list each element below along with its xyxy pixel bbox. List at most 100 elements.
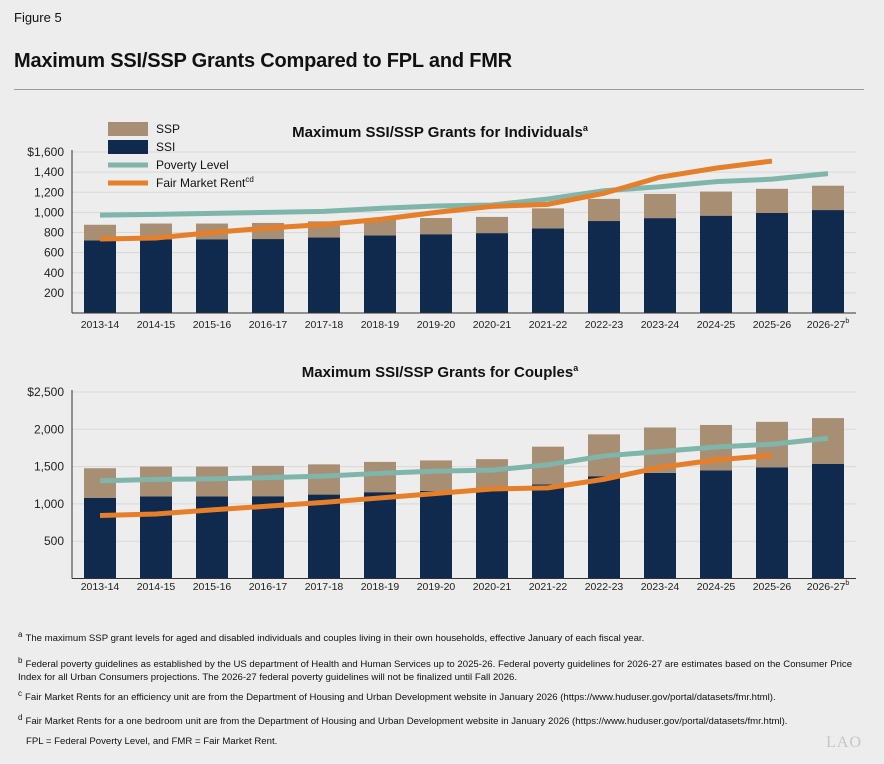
bar-ssp	[700, 191, 732, 216]
footnote-b: b Federal poverty guidelines as establish…	[18, 656, 853, 683]
y-tick-label: 200	[44, 286, 64, 300]
x-tick-label: 2023-24	[641, 581, 680, 593]
y-tick-label: $2,500	[27, 385, 64, 399]
y-tick-label: 2,000	[34, 422, 64, 436]
bar-ssi	[84, 497, 116, 579]
x-tick-label: 2019-20	[417, 581, 456, 593]
x-tick-label: 2017-18	[305, 319, 344, 331]
lao-logo: LAO	[826, 734, 862, 751]
bar-ssi	[700, 215, 732, 313]
x-tick-label: 2020-21	[473, 319, 512, 331]
x-tick-label: 2019-20	[417, 319, 456, 331]
y-tick-label: 600	[44, 246, 64, 260]
bar-ssi	[532, 484, 564, 579]
bar-ssi	[252, 496, 284, 579]
y-tick-label: 1,500	[34, 460, 64, 474]
bar-ssp	[476, 216, 508, 234]
bar-ssi	[140, 496, 172, 579]
x-tick-label: 2017-18	[305, 581, 344, 593]
footnote-a: a The maximum SSP grant levels for aged a…	[18, 630, 645, 644]
bar-ssi	[196, 239, 228, 313]
y-tick-label: $1,600	[27, 145, 64, 159]
x-tick-label: 2026-27b	[807, 318, 850, 331]
bar-ssp	[756, 188, 788, 213]
bar-ssi	[756, 467, 788, 579]
x-tick-label: 2013-14	[81, 581, 120, 593]
legend-label: Poverty Level	[156, 158, 229, 172]
x-tick-label: 2018-19	[361, 319, 400, 331]
x-tick-label: 2025-26	[753, 581, 792, 593]
y-tick-label: 1,400	[34, 165, 64, 179]
bar-ssi	[588, 221, 620, 313]
x-tick-label: 2013-14	[81, 319, 120, 331]
couples-chart: 500 1,000 1,500 2,000 $2,500 Maximum SSI/SSP …	[27, 363, 856, 593]
bar-ssi	[644, 472, 676, 579]
bar-ssp	[364, 461, 396, 493]
y-tick-label: 1,200	[34, 185, 64, 199]
x-tick-label: 2024-25	[697, 319, 736, 331]
footnote-c: c Fair Market Rents for an efficiency uni…	[18, 689, 776, 703]
figure-label: Figure 5	[14, 10, 62, 25]
x-tick-label: 2015-16	[193, 581, 232, 593]
bar-ssp	[644, 193, 676, 219]
bar-ssp	[420, 218, 452, 235]
bar-ssi	[476, 489, 508, 579]
bar-ssp	[812, 185, 844, 211]
legend-swatch-ssi	[108, 140, 148, 154]
x-tick-label: 2016-17	[249, 581, 288, 593]
x-tick-label: 2021-22	[529, 319, 568, 331]
bar-ssi	[140, 239, 172, 313]
bar-ssp	[84, 468, 116, 498]
fair-market-rent-line	[99, 452, 773, 518]
bar-ssi	[364, 235, 396, 313]
footnote-abbreviations: FPL = Federal Poverty Level, and FMR = F…	[26, 736, 278, 747]
bar-ssi	[700, 470, 732, 579]
bar-ssp	[476, 459, 508, 490]
x-tick-label: 2026-27b	[807, 580, 850, 593]
bar-ssi	[812, 463, 844, 579]
x-tick-label: 2022-23	[585, 581, 624, 593]
y-tick-label: 800	[44, 226, 64, 240]
bar-ssp	[196, 466, 228, 497]
fair-market-rent-line	[99, 158, 773, 242]
bar-ssi	[420, 234, 452, 313]
x-tick-label: 2015-16	[193, 319, 232, 331]
x-tick-label: 2024-25	[697, 581, 736, 593]
bar-ssi	[84, 240, 116, 313]
bar-ssp	[588, 198, 620, 222]
bar-ssi	[476, 233, 508, 313]
bar-ssp	[308, 464, 340, 495]
bar-ssi	[588, 476, 620, 579]
bar-ssi	[756, 212, 788, 313]
bar-ssp	[420, 460, 452, 491]
poverty-level-line	[99, 171, 829, 218]
y-tick-label: 400	[44, 266, 64, 280]
bar-ssi	[252, 239, 284, 313]
footnote-d: d Fair Market Rents for a one bedroom uni…	[18, 713, 788, 727]
y-tick-label: 1,000	[34, 205, 64, 219]
x-tick-label: 2022-23	[585, 319, 624, 331]
x-tick-label: 2023-24	[641, 319, 680, 331]
legend-label: SSI	[156, 140, 175, 154]
chart-title: Maximum SSI/SSP Grants for Individualsa	[292, 123, 589, 141]
bar-ssi	[644, 218, 676, 313]
individuals-chart: 200 400 600 800 1,000 1,200 1,400 $1,600 Maximum…	[27, 122, 856, 331]
y-tick-label: 1,000	[34, 497, 64, 511]
legend-swatch-ssp	[108, 122, 148, 136]
bar-ssi	[364, 492, 396, 579]
x-tick-label: 2018-19	[361, 581, 400, 593]
x-tick-label: 2016-17	[249, 319, 288, 331]
y-tick-label: 500	[44, 534, 64, 548]
bar-ssp	[252, 465, 284, 497]
bar-ssi	[420, 490, 452, 579]
chart-title: Maximum SSI/SSP Grants for Couplesa	[302, 363, 579, 381]
bar-ssi	[812, 210, 844, 313]
bar-ssi	[308, 494, 340, 579]
poverty-level-line	[99, 435, 829, 484]
x-tick-label: 2021-22	[529, 581, 568, 593]
bar-ssp	[532, 208, 564, 229]
bar-ssi	[308, 237, 340, 313]
x-tick-label: 2014-15	[137, 319, 176, 331]
title-divider	[14, 89, 864, 90]
x-tick-label: 2014-15	[137, 581, 176, 593]
